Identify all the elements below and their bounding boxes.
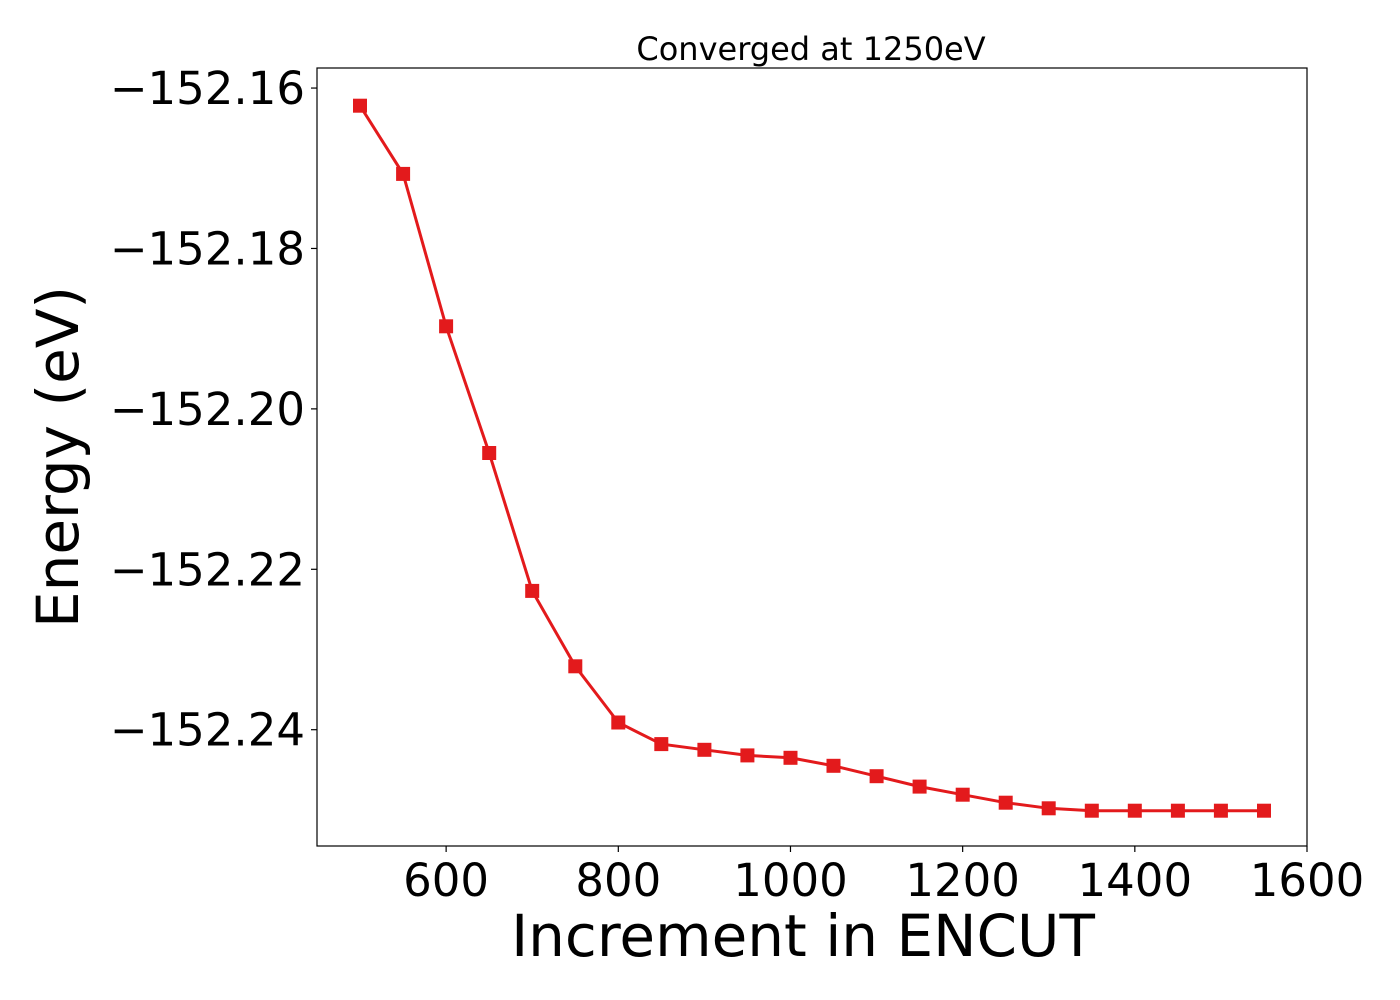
y-tick-label: −152.24 [110,704,305,757]
data-point-marker [826,758,841,773]
x-tick-label: 600 [403,854,489,907]
data-point-marker [783,750,798,765]
data-point-marker [697,742,712,757]
data-point-marker [439,319,454,334]
data-point-marker [1170,803,1185,818]
y-axis-label: Energy (eV) [24,286,92,628]
data-point-marker [1127,803,1142,818]
x-tick-label: 1200 [905,854,1020,907]
x-tick-label: 1000 [733,854,848,907]
data-point-marker [955,787,970,802]
x-tick-label: 1400 [1078,854,1193,907]
x-axis-ticks: 600 800 1000 1200 1400 1600 [403,846,1364,907]
data-point-marker [396,166,411,181]
series-line [358,104,1264,813]
plot-area [316,67,1308,847]
data-point-marker [611,715,626,730]
data-point-marker [568,659,583,674]
y-axis-ticks: −152.16 −152.18 −152.20 −152.22 −152.24 [110,62,317,757]
x-axis-label: Increment in ENCUT [511,902,1095,970]
data-point-marker [1041,801,1056,816]
data-point-marker [525,583,540,598]
chart-title: Converged at 1250eV [636,30,985,68]
data-point-marker [998,795,1013,810]
y-tick-label: −152.16 [110,62,305,115]
data-point-marker [482,446,497,460]
data-point-marker [869,769,884,784]
data-point-marker [1257,803,1271,818]
x-tick-label: 800 [575,854,661,907]
data-point-marker [1213,803,1228,818]
x-tick-label: 1600 [1250,854,1365,907]
data-point-marker [654,737,669,752]
data-point-marker [912,779,927,794]
y-tick-label: −152.18 [110,222,305,275]
y-tick-label: −152.20 [110,383,305,436]
data-point-marker [353,98,367,113]
data-point-marker [1084,803,1099,818]
y-tick-label: −152.22 [110,543,305,596]
series-markers [353,98,1271,818]
data-point-marker [740,748,755,763]
